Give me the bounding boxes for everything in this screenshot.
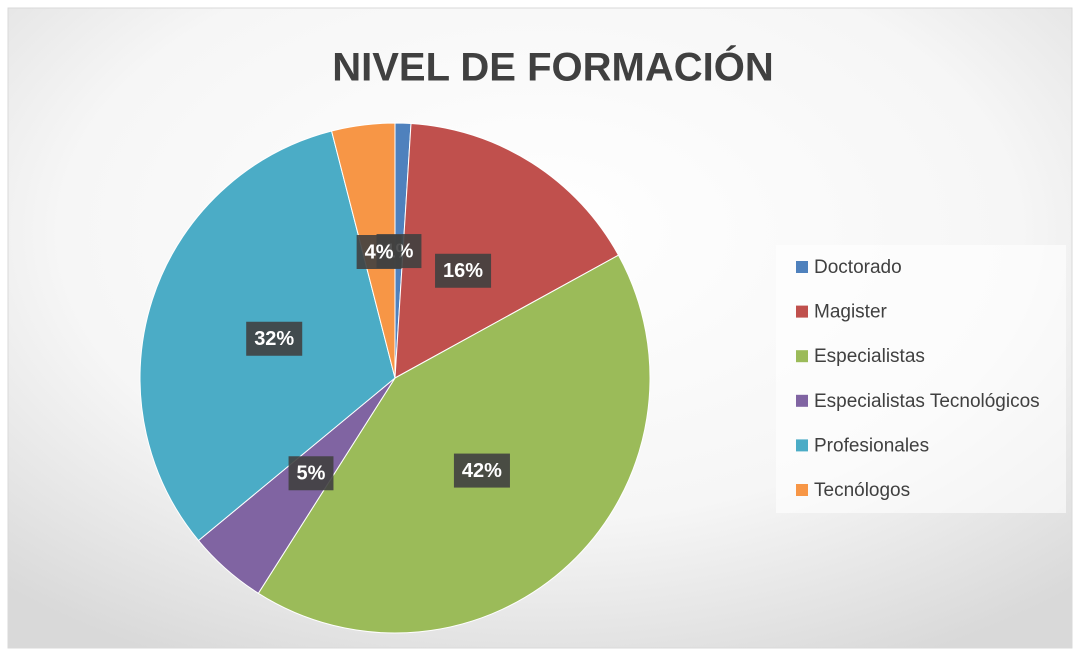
chart-title: NIVEL DE FORMACIÓN bbox=[332, 44, 774, 90]
data-label: 5% bbox=[297, 463, 326, 485]
data-label-bg bbox=[435, 253, 492, 288]
legend-swatch bbox=[796, 439, 808, 452]
legend-label: Doctorado bbox=[814, 257, 902, 278]
data-label: 32% bbox=[254, 328, 294, 350]
legend-label: Especialistas Tecnológicos bbox=[814, 391, 1040, 412]
data-label-bg bbox=[246, 321, 303, 356]
data-label-box: 4% bbox=[356, 235, 402, 270]
legend-label: Especialistas bbox=[814, 346, 925, 367]
data-label: 42% bbox=[462, 460, 502, 482]
legend-label: Profesionales bbox=[814, 435, 929, 456]
data-label-box: 42% bbox=[453, 453, 510, 488]
data-label-box: 32% bbox=[246, 321, 303, 356]
pie-slice bbox=[394, 122, 620, 379]
data-label-box: 5% bbox=[288, 456, 334, 491]
data-label-box: 16% bbox=[435, 253, 492, 288]
data-label: 4% bbox=[365, 241, 394, 263]
legend-label: Tecnólogos bbox=[814, 480, 910, 501]
legend-swatch bbox=[796, 305, 808, 318]
legend-swatch bbox=[796, 484, 808, 496]
data-label-bg bbox=[356, 235, 402, 270]
data-label: 16% bbox=[443, 260, 483, 282]
legend-swatch bbox=[796, 261, 808, 273]
pie-slice bbox=[257, 254, 651, 634]
data-label-bg bbox=[288, 456, 334, 491]
legend-swatch bbox=[796, 394, 808, 407]
legend-box bbox=[776, 245, 1066, 513]
legend-swatch bbox=[796, 350, 808, 363]
data-label-bg bbox=[453, 453, 510, 488]
legend-label: Magister bbox=[814, 302, 888, 323]
